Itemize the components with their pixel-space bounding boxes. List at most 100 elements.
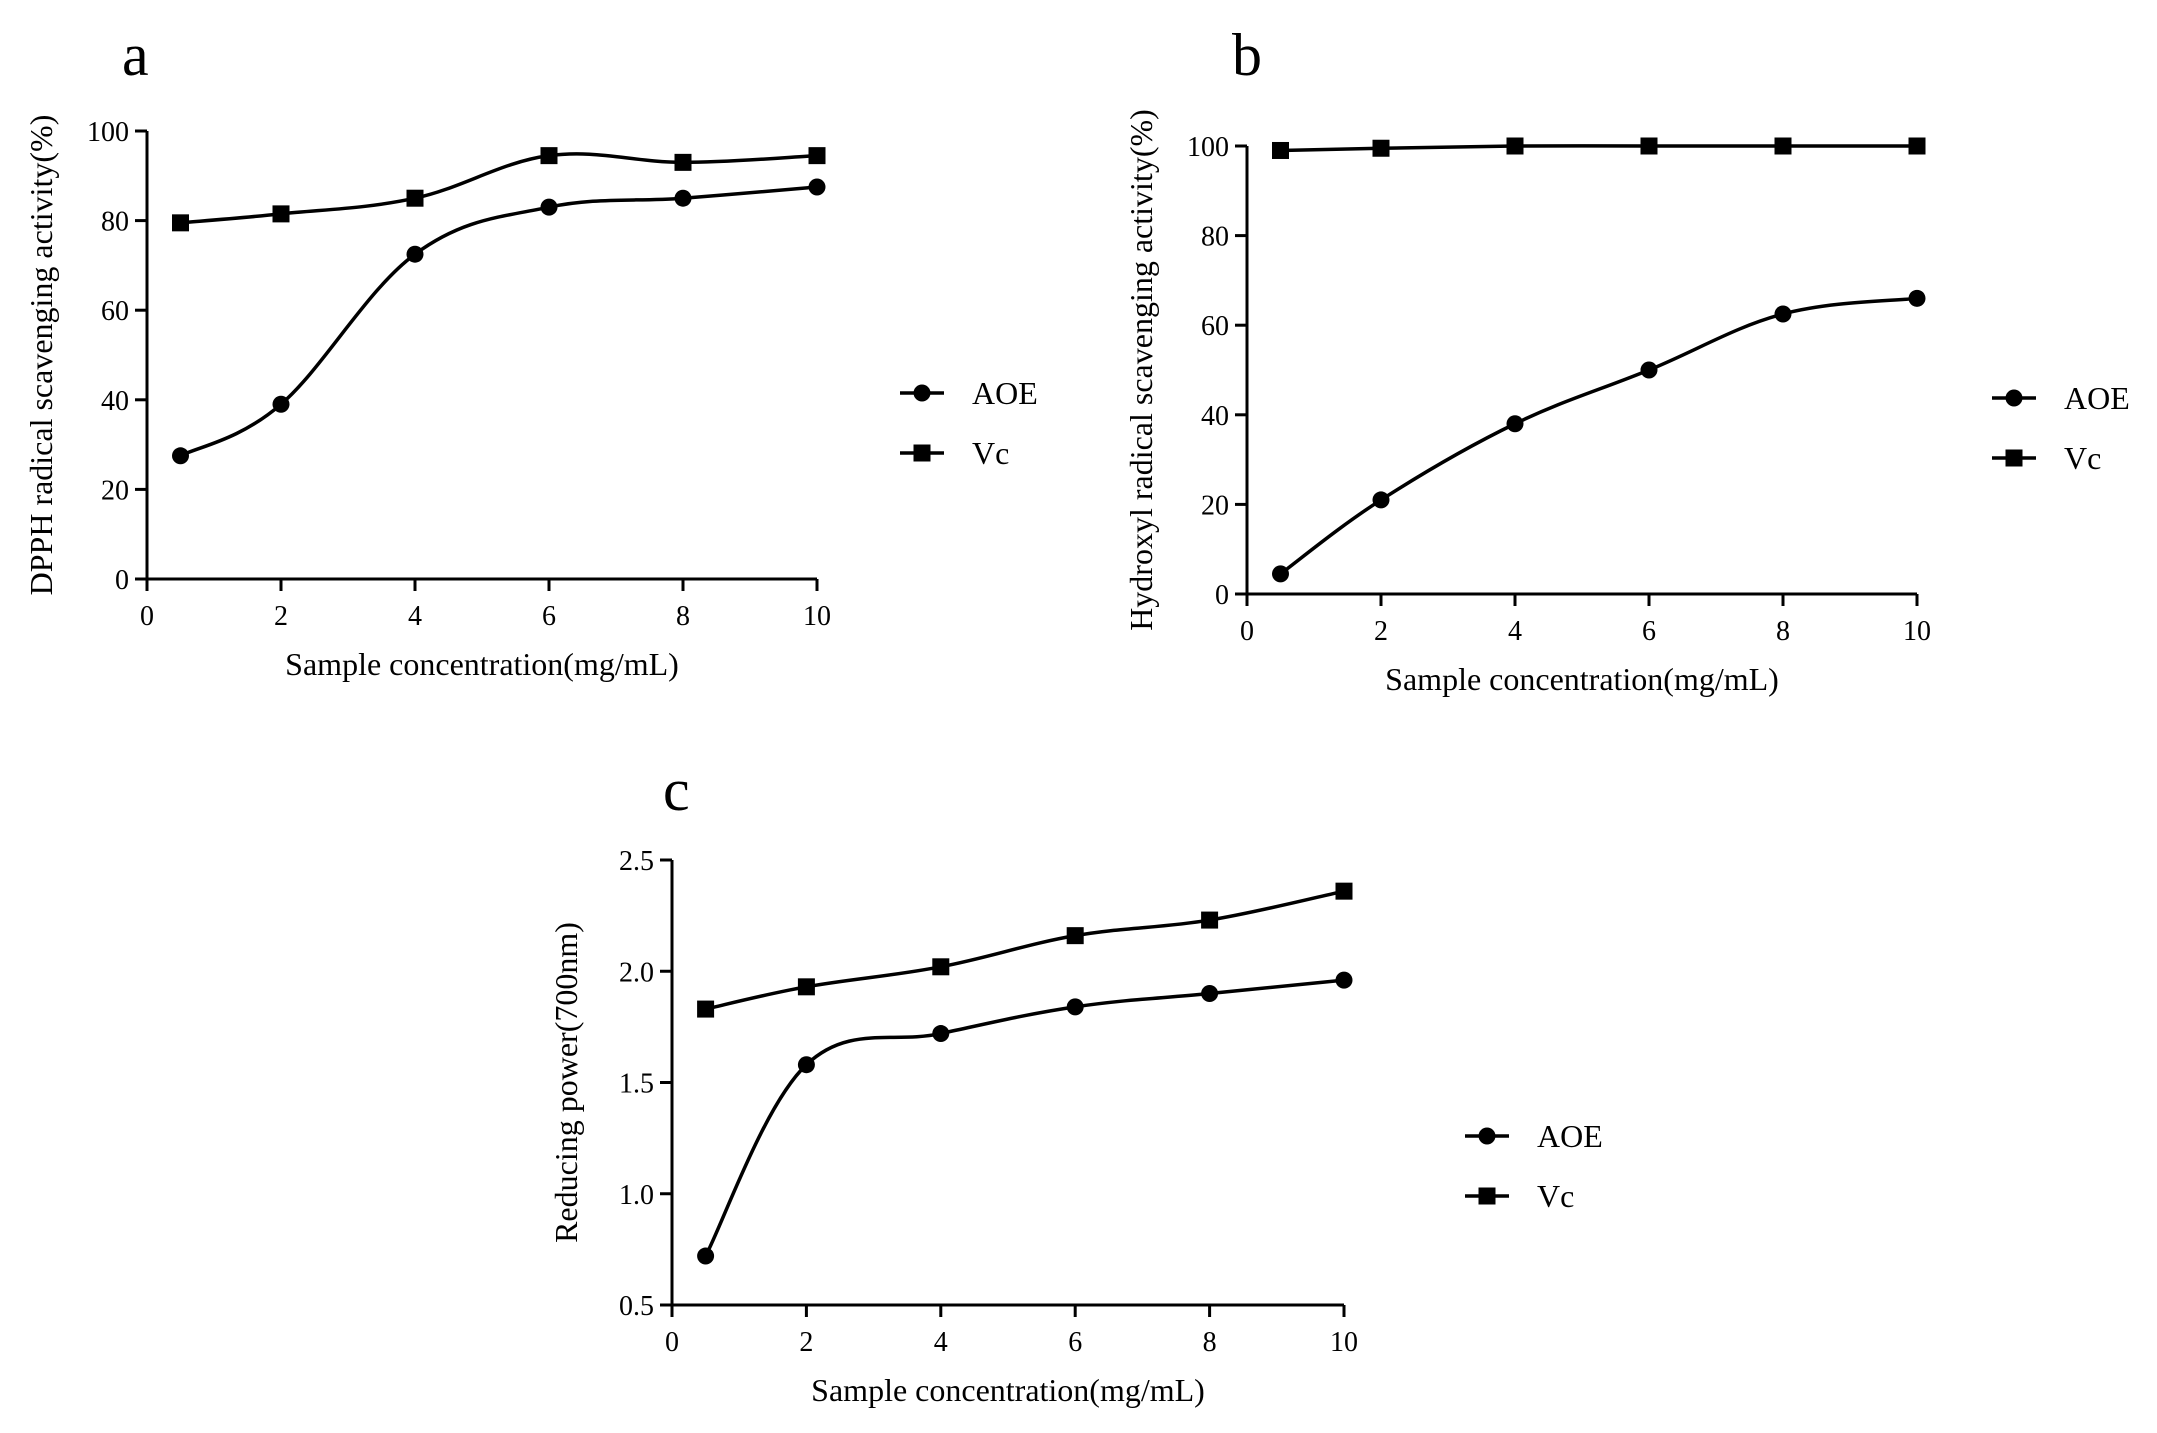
data-point-square [808, 147, 826, 165]
x-tick-label: 6 [1068, 1327, 1082, 1358]
y-tick-label: 40 [101, 386, 129, 417]
x-tick-label: 4 [934, 1327, 948, 1358]
y-tick-label: 20 [1201, 490, 1229, 521]
series-vc [1272, 137, 1926, 159]
data-point-square [1335, 882, 1353, 900]
panel-b-chart: b 0 20 40 60 80 100 0 2 4 6 8 10 Sample concentration… [1123, 22, 2130, 697]
data-point-square [1640, 137, 1658, 155]
legend-label: AOE [972, 375, 1038, 411]
legend-entry-aoe: AOE [1465, 1118, 1603, 1154]
legend-entry-vc: Vc [900, 435, 1009, 471]
data-point-square [1372, 139, 1390, 157]
x-tick-label: 2 [274, 601, 288, 632]
data-point-circle [1774, 305, 1792, 323]
legend-marker-square [1478, 1187, 1496, 1205]
data-point-circle [1506, 415, 1524, 433]
x-tick-label: 0 [1240, 616, 1254, 647]
x-tick-label: 6 [542, 601, 556, 632]
x-tick-label: 0 [140, 601, 154, 632]
legend-label: Vc [972, 435, 1009, 471]
data-point-circle [1066, 998, 1084, 1016]
x-tick-label: 10 [1903, 616, 1931, 647]
legend-label: Vc [2064, 440, 2101, 476]
series-vc [697, 882, 1353, 1018]
series-vc [172, 147, 826, 232]
data-point-square [1066, 927, 1084, 945]
y-tick-label: 40 [1201, 401, 1229, 432]
data-point-circle [1640, 361, 1658, 379]
data-point-circle [808, 178, 826, 196]
legend-marker-circle [913, 384, 931, 402]
series-aoe [697, 971, 1353, 1265]
legend-entry-aoe: AOE [1992, 380, 2130, 416]
data-point-square [697, 1000, 715, 1018]
y-tick-label: 60 [101, 296, 129, 327]
data-point-circle [1201, 985, 1219, 1002]
x-tick-label: 2 [799, 1327, 813, 1358]
data-point-circle [1272, 565, 1289, 583]
panel-letter: c [663, 757, 690, 823]
data-point-square [797, 978, 815, 996]
legend-marker-square [913, 444, 931, 462]
y-tick-label: 80 [1201, 222, 1229, 253]
data-point-circle [674, 189, 692, 207]
data-point-circle [797, 1056, 815, 1074]
x-tick-label: 8 [1203, 1327, 1217, 1358]
panel-letter: a [122, 22, 149, 88]
legend-marker-circle [2005, 389, 2023, 407]
series-line-aoe [1279, 296, 1918, 576]
data-point-square [1506, 137, 1524, 155]
data-point-square [540, 147, 558, 165]
y-tick-label: 2.0 [619, 957, 654, 988]
legend-entry-aoe: AOE [900, 375, 1038, 411]
y-axis-title: Reducing power(700nm) [548, 922, 584, 1243]
data-point-square [272, 205, 290, 223]
x-axis-title: Sample concentration(mg/mL) [811, 1372, 1205, 1408]
data-point-square [172, 214, 189, 232]
x-tick-label: 10 [803, 601, 831, 632]
x-tick-label: 2 [1374, 616, 1388, 647]
data-point-square [932, 958, 950, 976]
y-tick-label: 1.0 [619, 1180, 654, 1211]
data-point-circle [1335, 971, 1353, 989]
series-line-aoe [704, 978, 1345, 1257]
data-point-circle [406, 245, 424, 263]
y-tick-label: 100 [1187, 132, 1229, 163]
data-point-square [674, 153, 692, 171]
data-point-square [406, 189, 424, 207]
data-point-square [1908, 137, 1926, 155]
y-tick-label: 0 [115, 565, 129, 596]
x-tick-label: 8 [1776, 616, 1790, 647]
x-axis-title: Sample concentration(mg/mL) [285, 646, 679, 682]
x-tick-label: 6 [1642, 616, 1656, 647]
x-tick-label: 8 [676, 601, 690, 632]
y-tick-label: 1.5 [619, 1069, 654, 1100]
x-tick-label: 4 [1508, 616, 1522, 647]
legend-label: Vc [1537, 1178, 1574, 1214]
data-point-circle [697, 1247, 715, 1265]
x-tick-label: 4 [408, 601, 422, 632]
y-tick-label: 100 [87, 117, 129, 148]
x-tick-label: 10 [1330, 1327, 1358, 1358]
legend-label: AOE [1537, 1118, 1603, 1154]
data-point-circle [540, 198, 558, 216]
y-tick-label: 60 [1201, 311, 1229, 342]
legend-label: AOE [2064, 380, 2130, 416]
y-tick-label: 20 [101, 475, 129, 506]
series-aoe [172, 178, 826, 465]
y-tick-label: 0 [1215, 580, 1229, 611]
series-line-aoe [179, 185, 818, 458]
data-point-square [1774, 137, 1792, 155]
data-point-circle [932, 1025, 950, 1043]
data-point-square [1272, 141, 1289, 159]
legend-marker-square [2005, 449, 2023, 467]
y-axis-title: DPPH radical scavenging activity(%) [23, 115, 59, 596]
data-point-circle [1908, 289, 1926, 307]
y-tick-label: 0.5 [619, 1291, 654, 1322]
series-aoe [1272, 289, 1926, 583]
panel-a-chart: a 0 20 40 60 80 100 0 2 4 6 8 10 Sample concentration… [23, 22, 1038, 682]
data-point-circle [172, 447, 189, 465]
data-point-square [1201, 911, 1219, 929]
legend-marker-circle [1478, 1127, 1496, 1145]
data-point-circle [272, 395, 290, 413]
